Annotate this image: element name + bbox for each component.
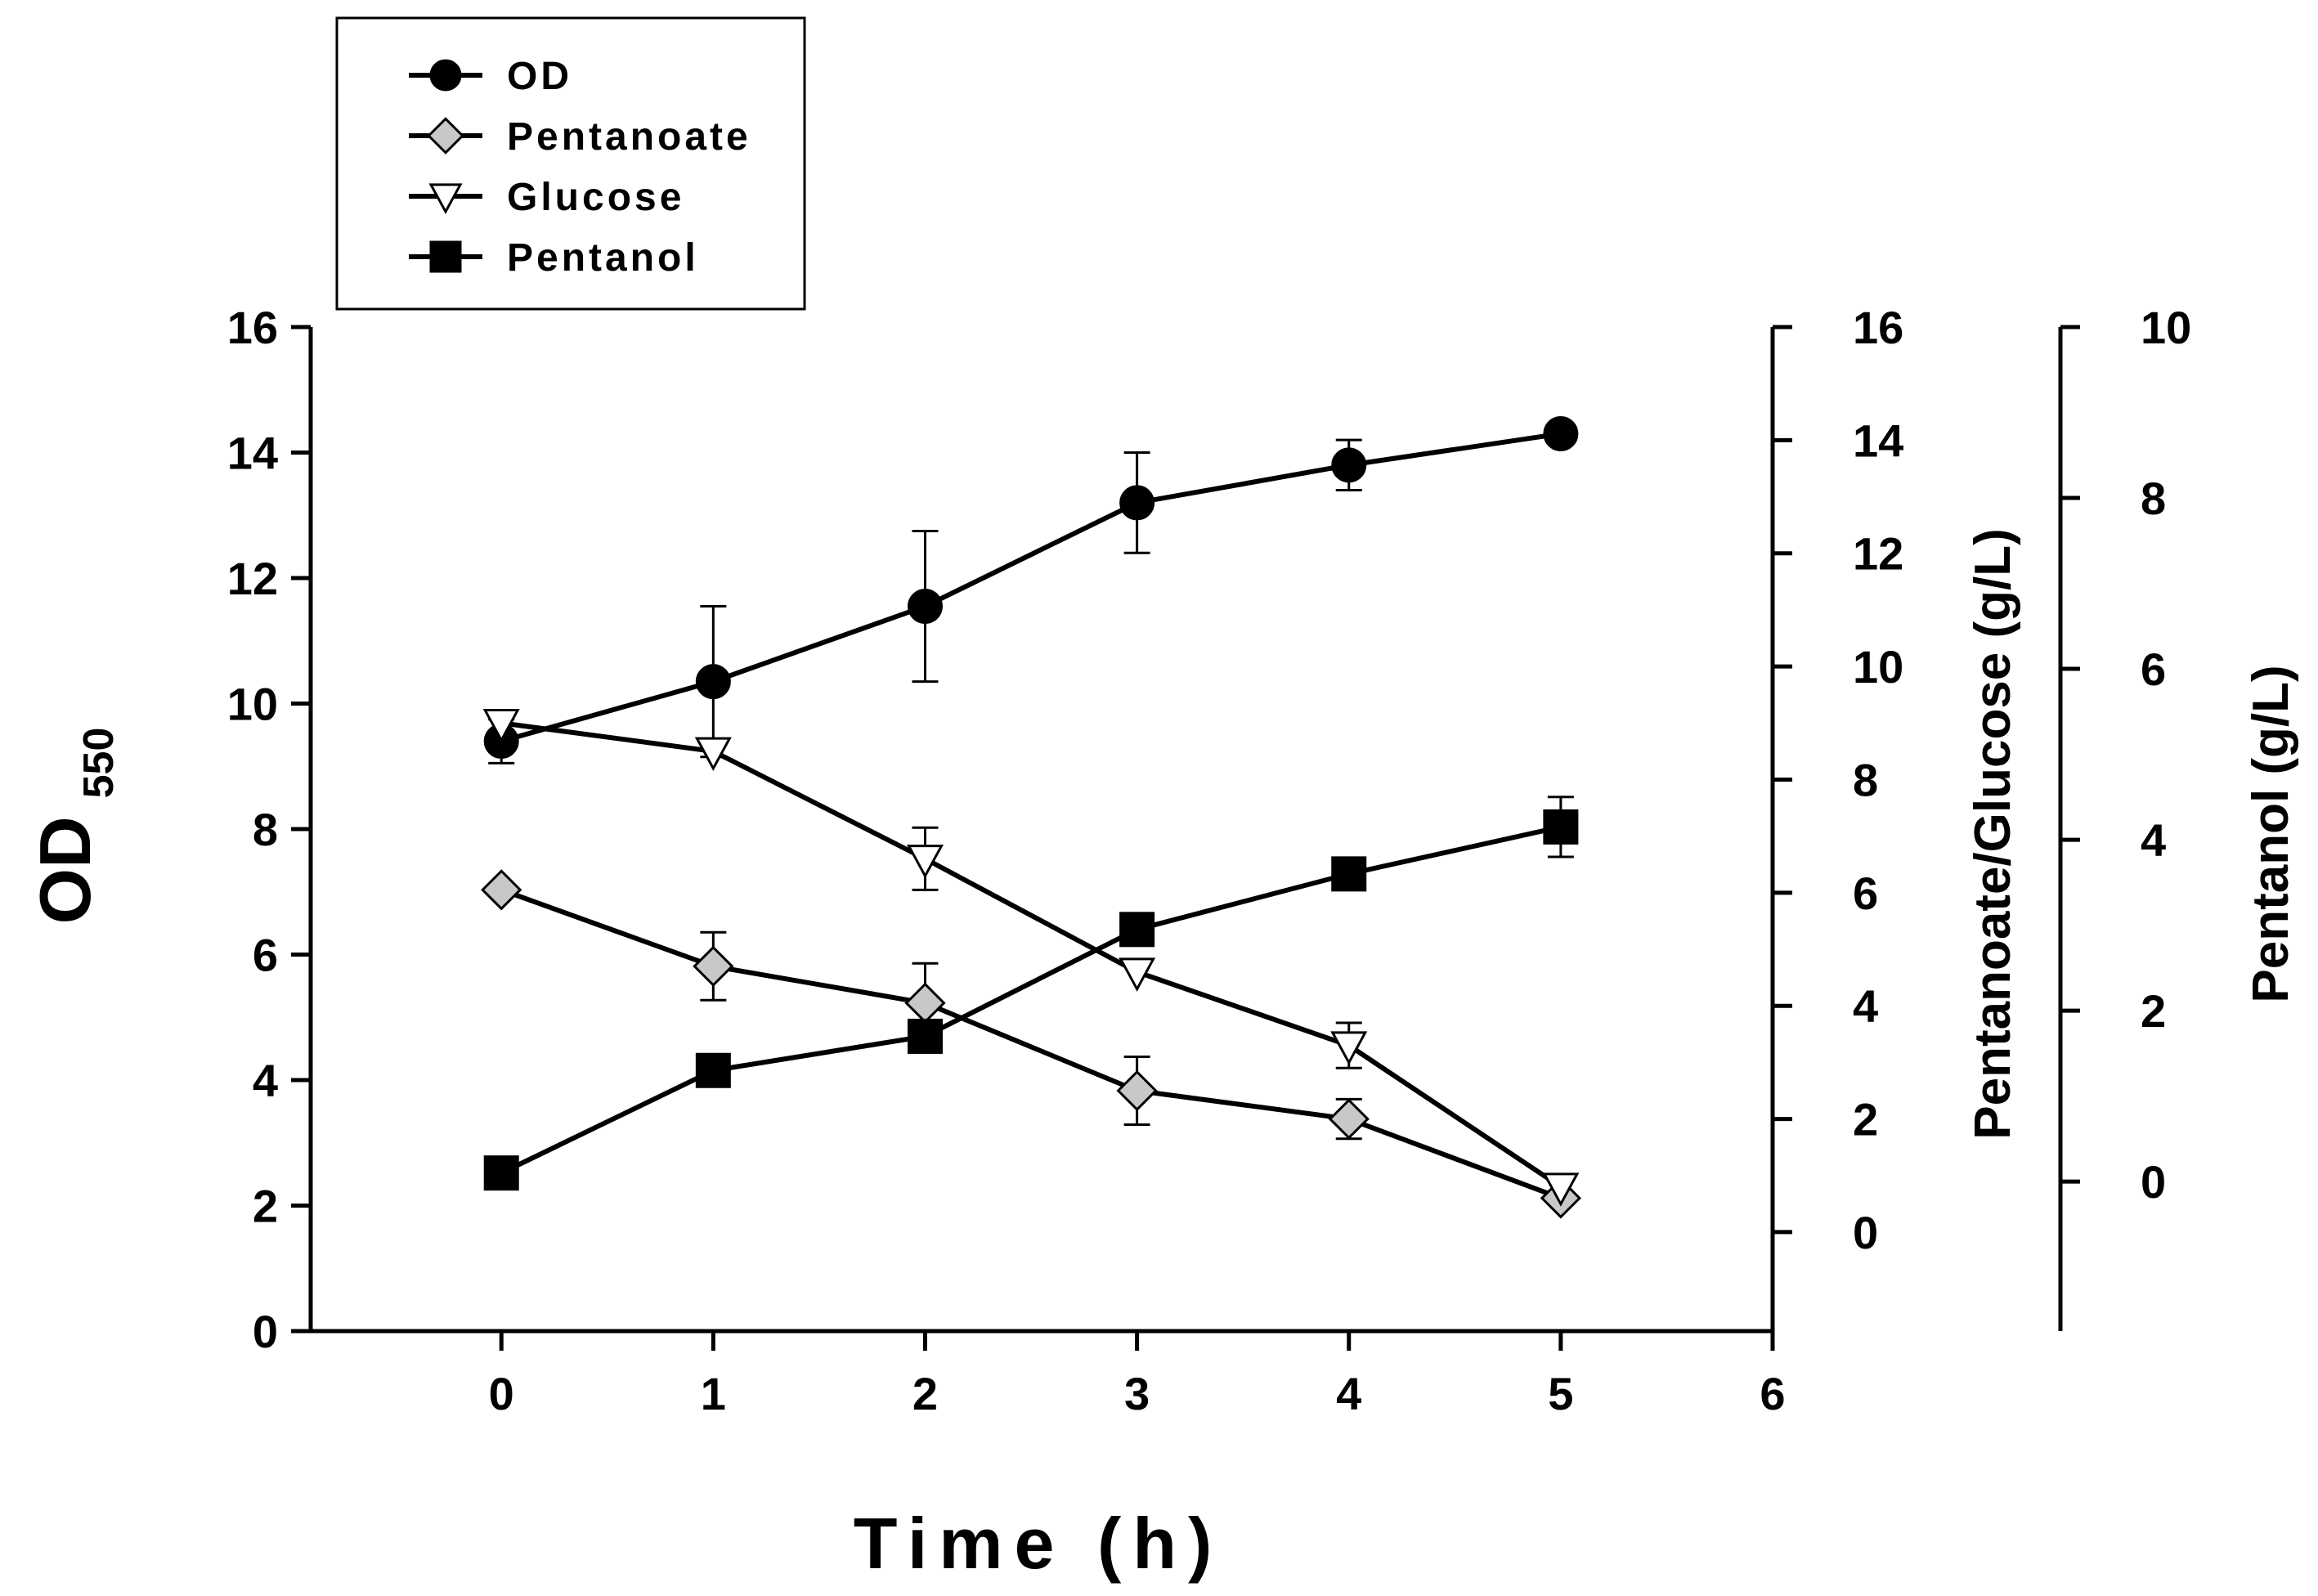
glucose-point bbox=[1330, 1031, 1368, 1065]
svg-text:Pentanol (g/L): Pentanol (g/L) bbox=[2243, 665, 2299, 1002]
y-left-tick-label: 2 bbox=[253, 1181, 278, 1232]
pentanol-point bbox=[483, 1155, 519, 1191]
x-tick-label: 1 bbox=[701, 1368, 726, 1419]
glucose-point bbox=[482, 709, 520, 743]
legend-item-glucose: Glucose bbox=[409, 176, 684, 219]
od-point bbox=[1119, 485, 1155, 521]
glucose-point bbox=[1119, 957, 1156, 992]
y-left-axis-title: OD 550 bbox=[25, 728, 123, 925]
y-left-tick-label: 8 bbox=[253, 804, 278, 855]
legend-box bbox=[335, 16, 806, 311]
legend-item-pentanoate: Pentanoate bbox=[409, 115, 751, 159]
od-point bbox=[907, 589, 943, 625]
y-right1-tick-label: 2 bbox=[1853, 1094, 1878, 1145]
legend-marker-glucose bbox=[428, 183, 463, 215]
legend-item-pentanol: Pentanol bbox=[409, 236, 699, 280]
svg-text:Pentanoate/Glucose (g/L): Pentanoate/Glucose (g/L) bbox=[1965, 528, 2021, 1140]
x-axis-title: Time (h) bbox=[854, 1503, 1224, 1584]
y-right1-tick-label: 12 bbox=[1853, 528, 1903, 580]
x-tick-label: 2 bbox=[912, 1368, 938, 1419]
y-left-tick-label: 0 bbox=[253, 1306, 278, 1357]
pentanoate-point bbox=[481, 869, 522, 911]
x-tick-label: 4 bbox=[1336, 1368, 1361, 1419]
x-tick-label: 0 bbox=[489, 1368, 514, 1419]
y-left-tick-label: 10 bbox=[227, 679, 278, 730]
pentanoate-point bbox=[1116, 1069, 1158, 1112]
legend: OD Pentanoate Glucose Pentanol bbox=[335, 16, 806, 311]
y-left-axis-title-main: OD bbox=[25, 816, 105, 924]
glucose-line bbox=[500, 720, 1563, 1190]
series-od bbox=[483, 415, 1579, 764]
y-left-axis-title-sub: 550 bbox=[75, 728, 123, 799]
pentanol-line bbox=[500, 824, 1562, 1176]
y-right2-tick-label: 4 bbox=[2141, 814, 2166, 866]
od-line bbox=[500, 431, 1562, 744]
pentanol-point bbox=[695, 1052, 731, 1088]
y-right1-tick-label: 4 bbox=[1853, 980, 1878, 1032]
x-tick-label: 6 bbox=[1760, 1368, 1785, 1419]
glucose-point bbox=[1542, 1172, 1580, 1207]
pentanoate-point bbox=[693, 945, 734, 987]
y-right2-tick-label: 8 bbox=[2141, 473, 2166, 524]
pentanoate-line bbox=[500, 887, 1562, 1201]
y-right2-tick-label: 10 bbox=[2141, 302, 2191, 353]
od-point bbox=[695, 664, 731, 700]
series-pentanol bbox=[483, 796, 1579, 1191]
legend-item-od: OD bbox=[409, 55, 572, 98]
series-layer bbox=[481, 415, 1581, 1219]
y-left-tick-label: 14 bbox=[227, 428, 278, 479]
y-right2-tick-label: 6 bbox=[2141, 643, 2166, 695]
legend-marker-pentanol bbox=[429, 240, 462, 273]
legend-label-pentanol: Pentanol bbox=[507, 236, 699, 280]
y-left-tick-label: 16 bbox=[227, 302, 278, 353]
x-tick-label: 3 bbox=[1124, 1368, 1150, 1419]
svg-text:OD550: OD 550 bbox=[25, 728, 123, 925]
legend-marker-pentanoate bbox=[427, 117, 464, 155]
glucose-point bbox=[694, 737, 732, 772]
legend-label-od: OD bbox=[507, 55, 572, 98]
legend-label-glucose: Glucose bbox=[507, 176, 684, 219]
glucose-point bbox=[906, 845, 944, 879]
y-right1-axis-title: Pentanoate/Glucose (g/L) bbox=[1965, 528, 2021, 1140]
y-right1-tick-label: 16 bbox=[1853, 302, 1903, 353]
pentanoate-point bbox=[1328, 1098, 1370, 1140]
y-left-tick-label: 12 bbox=[227, 553, 278, 604]
y-right2-tick-label: 0 bbox=[2141, 1156, 2166, 1208]
y-left-tick-label: 6 bbox=[253, 930, 278, 981]
pentanol-point bbox=[907, 1018, 943, 1054]
legend-label-pentanoate: Pentanoate bbox=[507, 115, 751, 159]
y-right1-tick-label: 8 bbox=[1853, 754, 1878, 805]
od-point bbox=[1543, 415, 1579, 451]
od-point bbox=[1331, 447, 1367, 483]
pentanol-point bbox=[1543, 809, 1579, 845]
pentanol-point bbox=[1119, 912, 1155, 948]
y-left-tick-label: 4 bbox=[253, 1055, 278, 1106]
y-right1-tick-label: 6 bbox=[1853, 867, 1878, 919]
y-right1-tick-label: 0 bbox=[1853, 1207, 1878, 1258]
y-right1-tick-label: 10 bbox=[1853, 641, 1903, 693]
pentanol-point bbox=[1331, 856, 1367, 892]
y-right1-tick-label: 14 bbox=[1853, 415, 1903, 466]
legend-marker-od bbox=[429, 59, 462, 92]
series-glucose bbox=[482, 709, 1580, 1207]
y-right2-tick-label: 2 bbox=[2141, 985, 2166, 1037]
x-tick-label: 5 bbox=[1548, 1368, 1573, 1419]
y-right2-axis-title: Pentanol (g/L) bbox=[2243, 665, 2299, 1002]
